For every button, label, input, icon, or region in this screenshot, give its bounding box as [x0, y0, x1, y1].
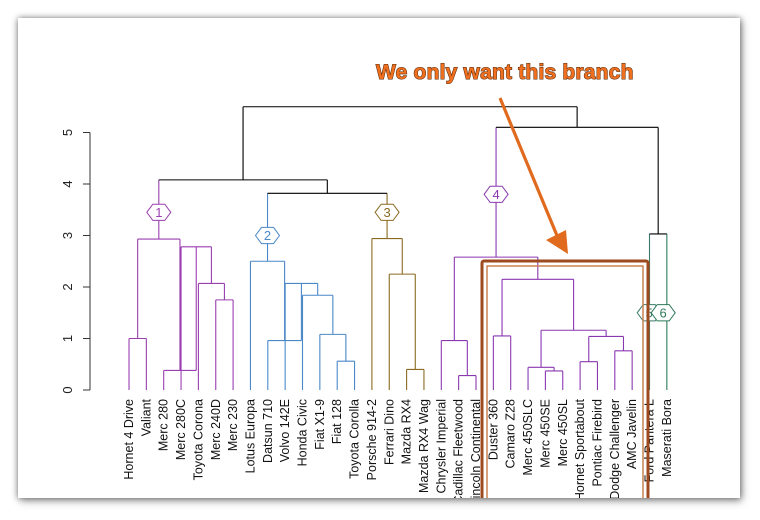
leaf-label: Toyota Corolla [348, 399, 362, 479]
callout-arrow-line [498, 97, 560, 239]
leaf-label: Duster 360 [486, 399, 500, 460]
highlight-box-outer [480, 259, 650, 498]
cluster-badge-label: 1 [155, 205, 162, 220]
leaf-label: Camaro Z28 [504, 399, 518, 469]
leaf-label: Maserati Bora [660, 399, 674, 477]
cluster-badge-2 [254, 226, 281, 245]
leaf-label: Ferrari Dino [382, 399, 396, 465]
leaf-label: Dodge Challenger [608, 399, 622, 498]
dendrogram-branches [128, 106, 668, 390]
leaf-label: Porsche 914-2 [365, 399, 379, 480]
y-tick-label: 3 [60, 232, 75, 239]
y-tick-label: 1 [60, 335, 75, 342]
leaf-labels: Hornet 4 Drive Valiant Merc 280 Merc 280C To… [122, 398, 674, 498]
y-axis: 0 1 2 3 4 5 [60, 129, 91, 394]
cluster-badge-3 [374, 203, 400, 221]
cluster-badge-label: 3 [383, 205, 390, 220]
callout-text: We only want this branch [376, 61, 634, 84]
callout-arrow-head [546, 230, 568, 254]
leaf-label: Cadillac Fleetwood [452, 399, 466, 498]
leaf-label: Merc 450SE [538, 399, 552, 468]
leaf-label: Merc 280 [157, 399, 171, 451]
y-tick-label: 0 [60, 386, 75, 393]
leaf-label: Chrysler Imperial [434, 399, 448, 493]
cluster-badge-4 [483, 185, 509, 203]
leaf-label: Valiant [139, 398, 153, 436]
annotation-layer: We only want this branch [375, 60, 650, 498]
leaf-label: Fiat 128 [330, 399, 344, 444]
chart-frame: 0 1 2 3 4 5 1 2 3 4 5 6 Hornet 4 Drive Valiant Merc … [18, 18, 740, 498]
leaf-label: Merc 280C [174, 399, 188, 460]
leaf-label: Merc 450SLC [521, 399, 535, 475]
y-tick-label: 5 [60, 129, 75, 136]
leaf-label: Hornet 4 Drive [122, 399, 136, 480]
leaf-label: Fiat X1-9 [313, 399, 327, 450]
dendrogram-chart: 0 1 2 3 4 5 1 2 3 4 5 6 Hornet 4 Drive Valiant Merc … [60, 60, 676, 498]
leaf-label: Lincoln Continental [469, 399, 483, 498]
leaf-label: Mazda RX4 [400, 399, 414, 464]
cluster-badge-label: 6 [660, 305, 667, 320]
leaf-label: Merc 230 [226, 399, 240, 451]
cluster-badge-6 [650, 304, 676, 322]
leaf-label: Datsun 710 [261, 399, 275, 463]
leaf-label: Merc 240D [209, 399, 223, 460]
leaf-label: Merc 450SL [556, 399, 570, 466]
cluster-badge-label: 2 [264, 228, 271, 243]
leaf-label: Hornet Sportabout [573, 398, 587, 498]
leaf-label: Pontiac Firebird [590, 399, 604, 487]
highlight-box-inner [486, 265, 644, 498]
leaf-label: Volvo 142E [278, 399, 292, 462]
y-tick-label: 2 [60, 283, 75, 290]
leaf-label: Honda Civic [296, 399, 310, 466]
leaf-label: AMC Javelin [625, 399, 639, 469]
cluster-badge-1 [146, 203, 172, 221]
y-tick-label: 4 [60, 180, 75, 187]
leaf-label: Toyota Corona [191, 399, 205, 480]
cluster-badge-label: 4 [492, 187, 499, 202]
leaf-label: Mazda RX4 Wag [417, 399, 431, 493]
leaf-label: Lotus Europa [243, 399, 257, 473]
